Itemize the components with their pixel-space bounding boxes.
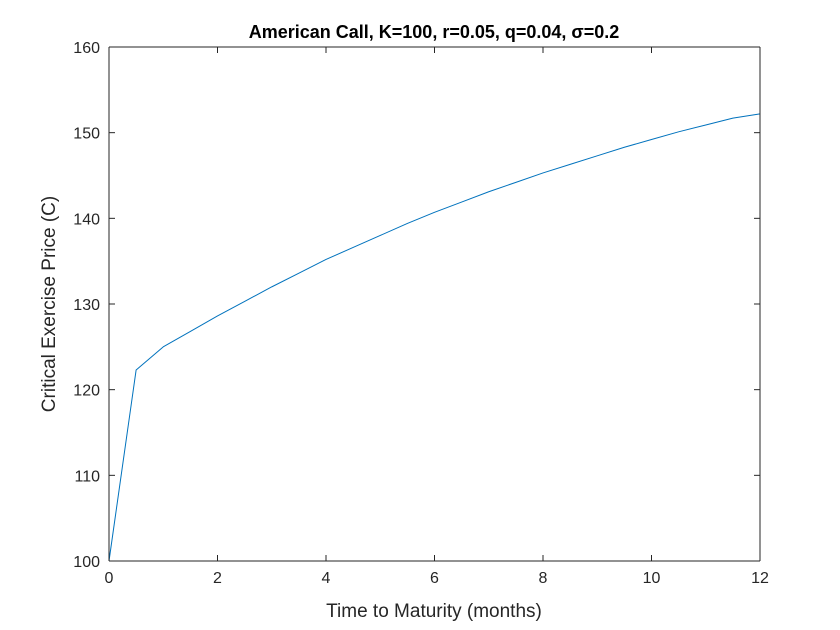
x-tick-label: 2 [213,570,222,587]
x-tick-label: 8 [539,570,548,587]
y-tick-label: 140 [73,211,100,228]
y-tick-label: 160 [73,40,100,57]
x-tick-label: 12 [751,570,769,587]
y-tick-label: 100 [73,554,100,571]
x-ticks: 0 2 4 6 8 10 12 [105,47,769,587]
y-tick-label: 110 [74,468,100,485]
x-axis-label: Time to Maturity (months) [326,601,542,622]
y-tick-label: 130 [73,297,100,314]
y-axis-label: Critical Exercise Price (C) [39,196,60,412]
y-tick-label: 120 [73,383,100,400]
y-ticks: 100 110 120 130 140 150 160 [73,40,760,571]
x-tick-label: 0 [105,570,114,587]
y-tick-label: 150 [73,126,100,143]
chart-title: American Call, K=100, r=0.05, q=0.04, σ=… [249,22,620,42]
series-line-0 [108,113,761,562]
plot-lines [108,113,761,562]
x-tick-label: 10 [643,570,661,587]
x-tick-label: 4 [322,570,331,587]
plot-area [109,47,760,561]
x-tick-label: 6 [430,570,439,587]
